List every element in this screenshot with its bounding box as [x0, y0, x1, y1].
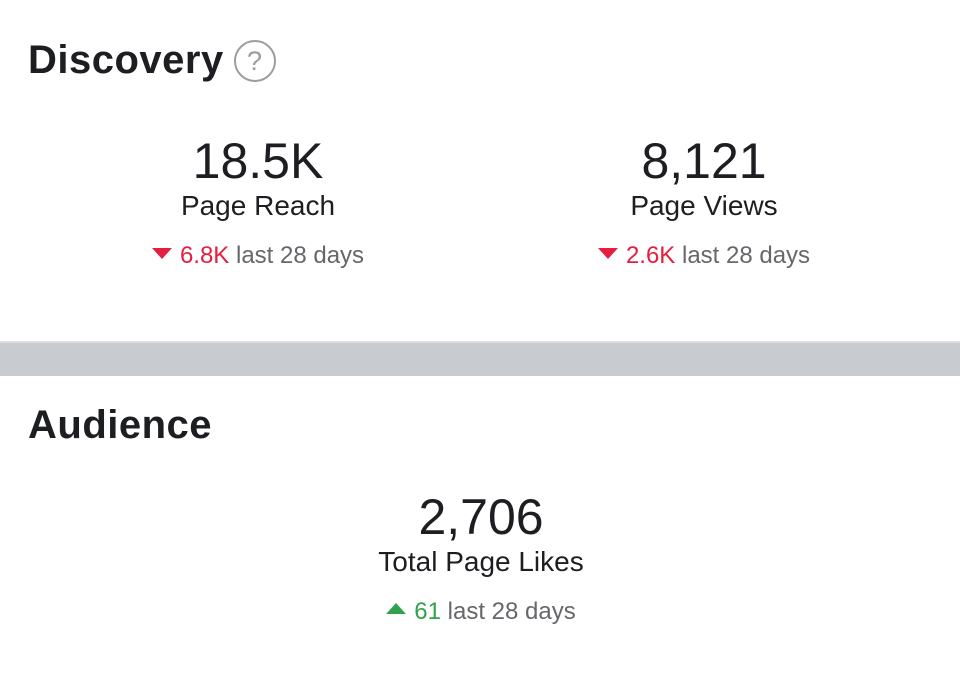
- audience-title-text: Audience: [28, 403, 213, 447]
- arrow-up-icon: [386, 603, 407, 615]
- page-views-metric[interactable]: 8,121 Page Views 2.6K last 28 days: [484, 133, 924, 271]
- arrow-down-icon: [151, 248, 172, 260]
- change-period: last 28 days: [447, 598, 576, 625]
- metric-change: 61 last 28 days: [261, 597, 701, 627]
- metric-label: Total Page Likes: [378, 546, 584, 577]
- section-divider: [0, 341, 960, 376]
- arrow-down-icon: [597, 248, 618, 260]
- total-page-likes-metric[interactable]: 2,706 Total Page Likes 61 last 28 days: [261, 489, 701, 627]
- change-value: 61: [414, 598, 441, 625]
- discovery-title: Discovery ?: [28, 38, 276, 83]
- change-value: 6.8K: [179, 242, 230, 269]
- change-value: 2.6K: [625, 242, 676, 269]
- metric-value: 8,121: [641, 133, 767, 189]
- change-period: last 28 days: [681, 242, 811, 269]
- page-reach-metric[interactable]: 18.5K Page Reach 6.8K last 28 days: [38, 133, 478, 271]
- metric-label: Page Reach: [180, 190, 336, 221]
- help-icon[interactable]: ?: [233, 39, 276, 82]
- metric-label: Page Views: [630, 190, 778, 221]
- metric-value: 18.5K: [192, 133, 324, 189]
- metric-change: 6.8K last 28 days: [38, 241, 478, 271]
- metric-change: 2.6K last 28 days: [484, 241, 924, 271]
- audience-title: Audience: [28, 403, 212, 448]
- change-period: last 28 days: [235, 242, 365, 269]
- metric-value: 2,706: [418, 489, 544, 545]
- discovery-title-text: Discovery: [28, 38, 224, 82]
